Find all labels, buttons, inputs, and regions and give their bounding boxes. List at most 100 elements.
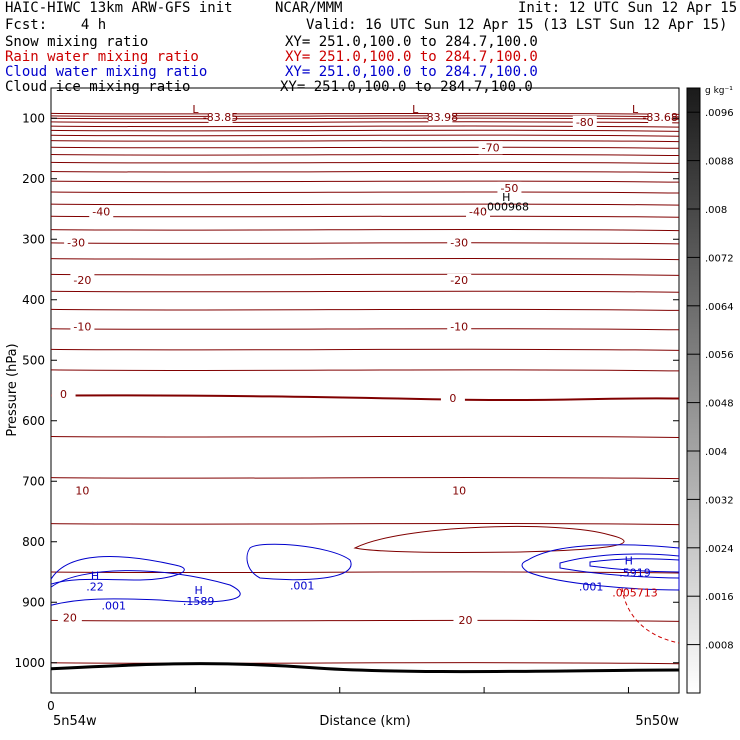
temperature-contour — [50, 139, 680, 143]
extremum-marker: L — [412, 103, 419, 116]
ground-line — [50, 662, 680, 674]
label-background — [447, 273, 472, 287]
value-annotation: .001 — [102, 599, 127, 612]
y-tick-label: 500 — [22, 353, 45, 367]
colorbar-gradient — [686, 87, 701, 694]
y-axis-label: Pressure (hPa) — [5, 343, 20, 436]
y-tick-label: 200 — [22, 172, 45, 186]
label-background — [447, 484, 472, 498]
cloud-water-contour — [246, 543, 352, 581]
colorbar-tick-label: .0008 — [705, 641, 734, 652]
rain-water-contour — [621, 587, 680, 644]
extremum-marker: L — [192, 103, 199, 116]
label-background — [478, 141, 503, 155]
field-xy-cloud-water: XY= 251.0,100.0 to 284.7,100.0 — [285, 64, 538, 80]
temperature-label: -10 — [73, 320, 91, 333]
label-background — [89, 205, 114, 219]
colorbar-tick-label: .0016 — [705, 592, 734, 603]
field-label-cloud-water: Cloud water mixing ratio — [5, 64, 208, 80]
label-background — [572, 115, 597, 129]
colorbar-unit: g kg⁻¹ — [705, 86, 733, 96]
value-annotation: .001 — [579, 581, 604, 594]
temperature-label: -20 — [73, 274, 91, 287]
label-background — [57, 611, 82, 625]
label-background — [64, 236, 89, 250]
value-annotation: .000968 — [484, 201, 530, 214]
value-annotation: .005713 — [612, 587, 658, 600]
colorbar-tick-label: .0096 — [705, 108, 734, 119]
temperature-label: 0 — [60, 388, 67, 401]
temperature-contour — [50, 257, 680, 261]
temperature-contour — [50, 153, 680, 157]
temperature-contour — [50, 308, 680, 311]
value-annotation: .1589 — [183, 595, 215, 608]
x-zero-tick-label: 0 — [47, 699, 55, 713]
temperature-contour — [50, 215, 680, 218]
model-title: HAIC-HIWC 13km ARW-GFS init — [5, 0, 233, 16]
temperature-contour — [50, 328, 680, 331]
extremum-marker: H — [625, 555, 633, 568]
temperature-contour — [50, 476, 680, 480]
temperature-label: -83.68 — [642, 111, 677, 124]
temperature-contour — [50, 129, 680, 132]
temperature-contour — [50, 134, 680, 137]
forecast-hour: Fcst: 4 h — [5, 17, 107, 33]
label-background — [648, 111, 673, 125]
extremum-marker: H — [91, 570, 99, 583]
cloud-water-contour — [521, 544, 680, 591]
value-annotation: .5919 — [619, 567, 651, 580]
label-background — [466, 205, 491, 219]
colorbar-tick-label: .0056 — [705, 350, 734, 361]
colorbar-tick-label: .0064 — [705, 302, 734, 313]
label-background — [497, 181, 522, 195]
plot-frame — [50, 87, 680, 694]
temperature-contour — [50, 369, 680, 372]
y-tick-label: 400 — [22, 293, 45, 307]
colorbar-tick-label: .0072 — [705, 253, 734, 264]
contour-layer — [50, 112, 680, 674]
cloud-water-contour — [559, 553, 680, 579]
temperature-contour — [50, 662, 680, 665]
field-xy-rain: XY= 251.0,100.0 to 284.7,100.0 — [285, 49, 538, 65]
init-time: Init: 12 UTC Sun 12 Apr 15 — [518, 0, 738, 16]
temperature-contour — [50, 273, 680, 276]
label-background — [208, 111, 233, 125]
temperature-contour — [50, 180, 680, 183]
label-background — [447, 236, 472, 250]
temperature-contour — [50, 394, 680, 402]
temperature-contour — [50, 170, 680, 173]
chart-marks: -83.85 -83.98 -83.68 -80 -70 -50 -40 -40 -30 -30 -… — [51, 103, 678, 627]
y-tick-label: 600 — [22, 414, 45, 428]
label-background — [440, 391, 465, 405]
temperature-label: 10 — [75, 484, 89, 497]
y-tick-label: 100 — [22, 111, 45, 125]
temperature-label: -40 — [469, 205, 487, 218]
temperature-contour — [50, 522, 680, 526]
temperature-contour — [50, 203, 680, 206]
temperature-label: -40 — [92, 205, 110, 218]
x-end-label: 5n50w — [635, 714, 679, 729]
y-tick-label: 700 — [22, 474, 45, 488]
temperature-label: 20 — [63, 611, 77, 624]
colorbar-tick-label: .004 — [705, 447, 727, 458]
field-label-cloud-ice: Cloud ice mixing ratio — [5, 79, 191, 95]
field-xy-cloud-ice: XY= 251.0,100.0 to 284.7,100.0 — [280, 79, 533, 95]
y-tick-label: 1000 — [14, 656, 45, 670]
temperature-label: -70 — [482, 141, 500, 154]
extremum-marker: H — [194, 584, 202, 597]
temperature-label: -10 — [450, 320, 468, 333]
temperature-contour — [50, 435, 680, 438]
temperature-label: 20 — [458, 614, 472, 627]
x-start-label: 5n54w — [53, 714, 97, 729]
center-title: NCAR/MMM — [275, 0, 343, 16]
colorbar: .0096 .0088 .008 .0072 .0064 .0056 .0048 .004 .0… — [686, 86, 734, 694]
temperature-label: 10 — [452, 484, 466, 497]
colorbar-tick-label: .0032 — [705, 495, 734, 506]
temperature-label: -20 — [450, 274, 468, 287]
value-annotation: .22 — [86, 581, 104, 594]
temperature-label: -80 — [576, 116, 594, 129]
value-annotation: .001 — [290, 579, 315, 592]
field-label-snow: Snow mixing ratio — [5, 34, 149, 50]
label-background — [447, 320, 472, 334]
